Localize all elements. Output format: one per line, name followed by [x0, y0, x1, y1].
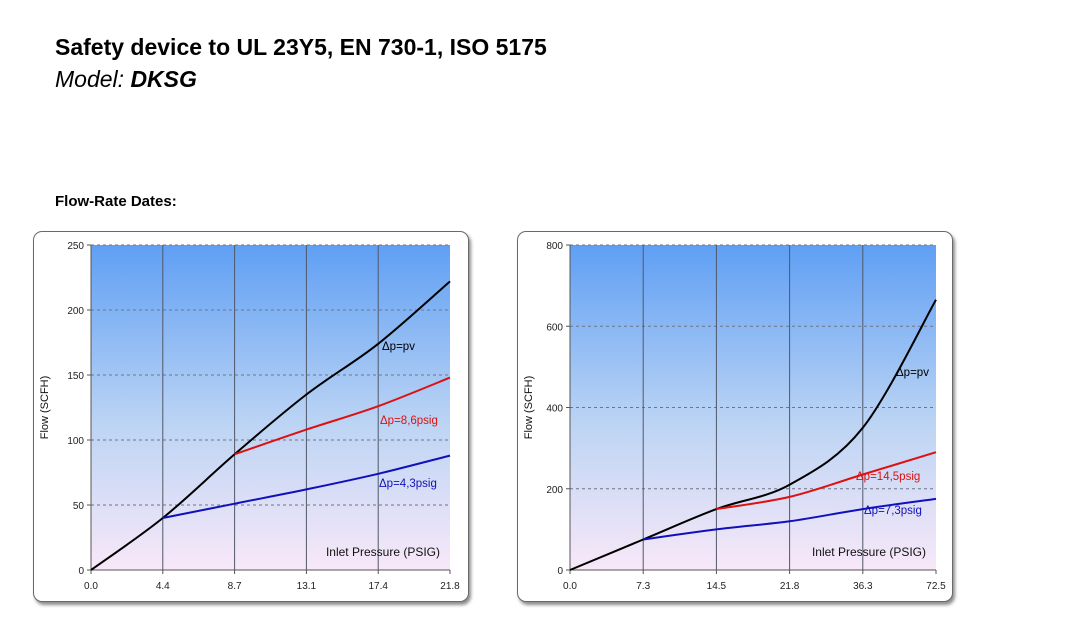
series-line-1	[716, 451, 937, 511]
section-heading: Flow-Rate Dates:	[55, 193, 177, 210]
flow-chart-1: 0 50 100 150 200 250 0.0 4.4 8.7 13.1 17.4 21.8 Flow…	[39, 241, 460, 592]
series-line-0	[90, 280, 451, 571]
series-label-2: Δp=4,3psig	[379, 478, 437, 490]
x-axis-label: Inlet Pressure (PSIG)	[326, 545, 440, 559]
plot-area	[91, 245, 450, 570]
x-tick-label: 17.4	[368, 581, 388, 592]
model-line: Model: DKSG	[55, 65, 197, 93]
flow-chart-2: 0 200 400 600 800 0.0 7.3 14.5 21.8 36.3 72.5 Flow …	[523, 241, 946, 592]
x-axis-label: Inlet Pressure (PSIG)	[812, 545, 926, 559]
x-tick-label: 8.7	[228, 581, 242, 592]
y-tick-label: 0	[557, 566, 563, 577]
x-tick-label: 21.8	[780, 581, 800, 592]
y-tick-label: 200	[546, 485, 563, 496]
x-tick-label: 13.1	[297, 581, 317, 592]
x-tick-label: 7.3	[636, 581, 650, 592]
series-label-0: Δp=pv	[382, 341, 415, 353]
series-line-2	[162, 454, 451, 519]
y-tick-label: 150	[67, 371, 84, 382]
y-tick-label: 600	[546, 322, 563, 333]
series-label-0: Δp=pv	[896, 367, 929, 379]
x-tick-label: 4.4	[156, 581, 170, 592]
y-tick-label: 400	[546, 404, 563, 415]
x-tick-label: 0.0	[563, 581, 577, 592]
x-tick-label: 21.8	[440, 581, 460, 592]
flow-chart-panel-2: 0 200 400 600 800 0.0 7.3 14.5 21.8 36.3 72.5 Flow …	[517, 231, 953, 602]
y-tick-label: 0	[78, 566, 84, 577]
series-line-1	[234, 376, 451, 456]
flow-chart-panel-1: 0 50 100 150 200 250 0.0 4.4 8.7 13.1 17.4 21.8 Flow…	[33, 231, 469, 602]
y-tick-label: 50	[73, 501, 85, 512]
series-line-2	[643, 497, 937, 541]
series-label-2: Δp=7,3psig	[864, 505, 922, 517]
x-tick-label: 72.5	[926, 581, 946, 592]
y-tick-label: 250	[67, 241, 84, 252]
y-axis-label: Flow (SCFH)	[39, 376, 51, 440]
page-title: Safety device to UL 23Y5, EN 730-1, ISO …	[55, 34, 547, 60]
y-tick-label: 200	[67, 306, 84, 317]
x-tick-label: 36.3	[853, 581, 873, 592]
y-tick-label: 800	[546, 241, 563, 252]
model-name: DKSG	[130, 66, 197, 92]
series-label-1: Δp=8,6psig	[380, 415, 438, 427]
y-axis-label: Flow (SCFH)	[523, 376, 535, 440]
x-tick-label: 14.5	[707, 581, 727, 592]
x-tick-label: 0.0	[84, 581, 98, 592]
series-label-1: Δp=14,5psig	[856, 471, 920, 483]
series-line-0	[569, 299, 937, 571]
y-tick-label: 100	[67, 436, 84, 447]
model-prefix: Model:	[55, 66, 131, 92]
